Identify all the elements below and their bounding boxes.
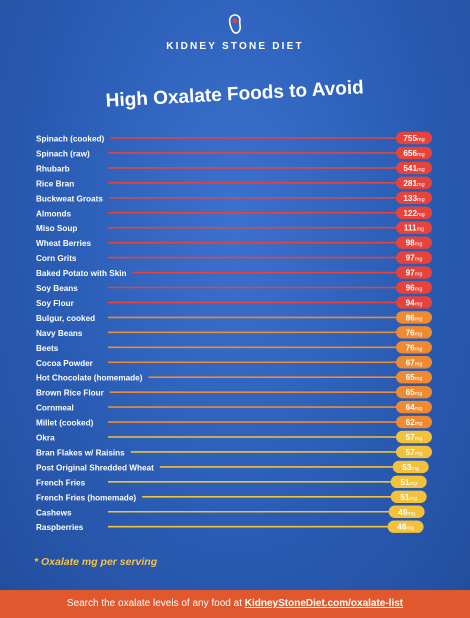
category-label: Cornmeal [36, 404, 74, 413]
bar-value-pill [396, 206, 432, 219]
bar-value-label: 97mg [406, 254, 423, 263]
bar-value-label: 111mg [404, 224, 424, 233]
bar-value-label: 281mg [403, 179, 424, 188]
brand-header: KIDNEY STONE DIET [0, 14, 470, 52]
bar-value-label: 97mg [406, 269, 423, 278]
category-label: Bran Flakes w/ Raisins [36, 448, 125, 457]
category-label: Wheat Berries [36, 239, 92, 248]
bar-value-pill [396, 191, 432, 204]
category-label: Raspberries [36, 523, 84, 532]
bar-value-label: 62mg [406, 418, 423, 427]
bar-value-pill [396, 341, 432, 354]
bar-value-pill [396, 356, 432, 369]
bar-value-label: 656mg [403, 149, 424, 158]
bar-value-pill [396, 415, 432, 429]
bar-value-label: 755mg [403, 134, 424, 143]
bar-value-pill [396, 326, 432, 339]
category-label: Bulgur, cooked [36, 314, 95, 323]
bar-value-pill [396, 131, 432, 145]
footer-link[interactable]: KidneyStoneDiet.com/oxalate-list [244, 598, 404, 609]
category-label: Beets [36, 344, 59, 353]
bar-value-pill [396, 161, 432, 175]
bar-value-label: 122mg [403, 209, 424, 218]
category-label: French Fries (homemade) [36, 493, 136, 502]
bar-value-pill [396, 385, 432, 399]
bar-value-pill [396, 176, 432, 190]
bar-value-pill [396, 236, 432, 249]
category-label: Brown Rice Flour [36, 389, 105, 398]
bar-value-label: 51mg [400, 478, 417, 487]
bar-value-label: 86mg [406, 313, 423, 322]
category-label: Okra [36, 434, 55, 443]
bar-value-pill [396, 371, 432, 384]
category-label: Cocoa Powder [36, 359, 94, 368]
category-label: Corn Grits [36, 254, 77, 263]
bar-value-label: 48mg [397, 523, 414, 532]
bar-value-label: 541mg [403, 164, 424, 173]
category-label: Soy Flour [36, 299, 75, 308]
bar-value-pill [396, 311, 432, 324]
bar-value-label: 96mg [406, 284, 423, 293]
category-label: Rhubarb [36, 164, 70, 173]
footer-bar: Search the oxalate levels of any food at… [0, 590, 470, 618]
bar-value-label: 65mg [406, 373, 423, 382]
bar-value-label: 76mg [406, 343, 423, 352]
bar-value-label: 76mg [406, 328, 423, 337]
bar-value-pill [396, 221, 432, 234]
kidney-stone-logo-icon [228, 14, 242, 34]
category-label: Spinach (raw) [36, 149, 90, 158]
bar-value-pill [396, 296, 432, 309]
chart-title: High Oxalate Foods to Avoid [105, 77, 364, 111]
category-label: Rice Bran [36, 179, 74, 188]
bar-value-pill [396, 146, 432, 160]
bar-value-pill [396, 251, 432, 264]
bar-value-pill [387, 520, 424, 533]
bar-value-label: 65mg [406, 388, 423, 397]
category-label: Millet (cooked) [36, 419, 94, 428]
bar-value-label: 67mg [406, 358, 423, 367]
category-label: Baked Potato with Skin [36, 269, 127, 278]
brand-name: KIDNEY STONE DIET [166, 41, 304, 52]
bar-value-pill [396, 400, 432, 414]
footer-text: Search the oxalate levels of any food at [66, 598, 242, 609]
bar-value-pill [392, 460, 429, 474]
category-label: Soy Beans [36, 284, 78, 293]
bar-value-label: 57mg [406, 433, 423, 442]
category-label: Spinach (cooked) [36, 135, 105, 144]
bar-value-pill [396, 430, 432, 444]
category-label: Buckweat Groats [36, 194, 103, 203]
category-label: Cashews [36, 508, 72, 517]
category-label: Miso Soup [36, 224, 77, 233]
bar-value-pill [396, 266, 432, 279]
bar-value-pill [390, 490, 427, 503]
bar-value-pill [396, 445, 432, 459]
category-label: Hot Chocolate (homemade) [36, 374, 143, 383]
bar-value-label: 98mg [406, 239, 423, 248]
bar-value-label: 51mg [400, 493, 417, 502]
bar-value-label: 94mg [406, 298, 423, 307]
bar-value-label: 57mg [406, 448, 423, 457]
bar-value-label: 53mg [402, 463, 419, 472]
footnote: * Oxalate mg per serving [34, 556, 158, 568]
bar-value-pill [396, 281, 432, 294]
category-label: Post Original Shredded Wheat [36, 463, 154, 472]
bar-value-label: 49mg [398, 508, 415, 517]
bar-value-pill [388, 505, 425, 518]
bar-value-pill [390, 475, 427, 489]
category-label: French Fries [36, 478, 86, 487]
category-label: Almonds [36, 209, 71, 218]
bar-value-label: 64mg [406, 403, 423, 412]
category-label: Navy Beans [36, 329, 83, 338]
bar-value-label: 133mg [403, 194, 424, 203]
